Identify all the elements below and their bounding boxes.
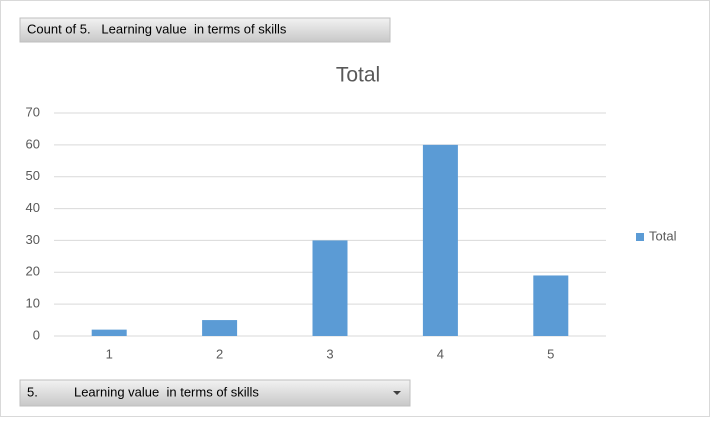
x-tick-label: 3 bbox=[326, 346, 333, 361]
axis-field-button[interactable] bbox=[19, 379, 411, 407]
chart-title: Total bbox=[336, 64, 380, 87]
y-tick-label: 70 bbox=[26, 104, 40, 119]
legend-label: Total bbox=[649, 228, 677, 243]
y-tick-label: 30 bbox=[26, 232, 40, 247]
y-tick-label: 60 bbox=[26, 136, 40, 151]
value-field-label: Count of 5. Learning value in terms of s… bbox=[27, 21, 287, 36]
x-tick-label: 5 bbox=[547, 346, 554, 361]
dropdown-arrow bbox=[393, 391, 401, 395]
bar bbox=[533, 275, 569, 336]
bar bbox=[312, 240, 348, 336]
x-tick-label: 2 bbox=[216, 346, 223, 361]
bar bbox=[202, 320, 238, 336]
y-tick-label: 10 bbox=[26, 296, 40, 311]
x-tick-label: 1 bbox=[106, 346, 113, 361]
bar bbox=[91, 329, 127, 336]
x-tick-label: 4 bbox=[437, 346, 444, 361]
legend-swatch bbox=[636, 233, 644, 241]
bar bbox=[422, 144, 458, 336]
y-tick-label: 50 bbox=[26, 168, 40, 183]
y-tick-label: 20 bbox=[26, 264, 40, 279]
value-field-button[interactable] bbox=[19, 17, 391, 43]
y-tick-label: 40 bbox=[26, 200, 40, 215]
y-tick-label: 0 bbox=[33, 327, 40, 342]
axis-field-label: 5. Learning value in terms of skills bbox=[27, 384, 259, 399]
